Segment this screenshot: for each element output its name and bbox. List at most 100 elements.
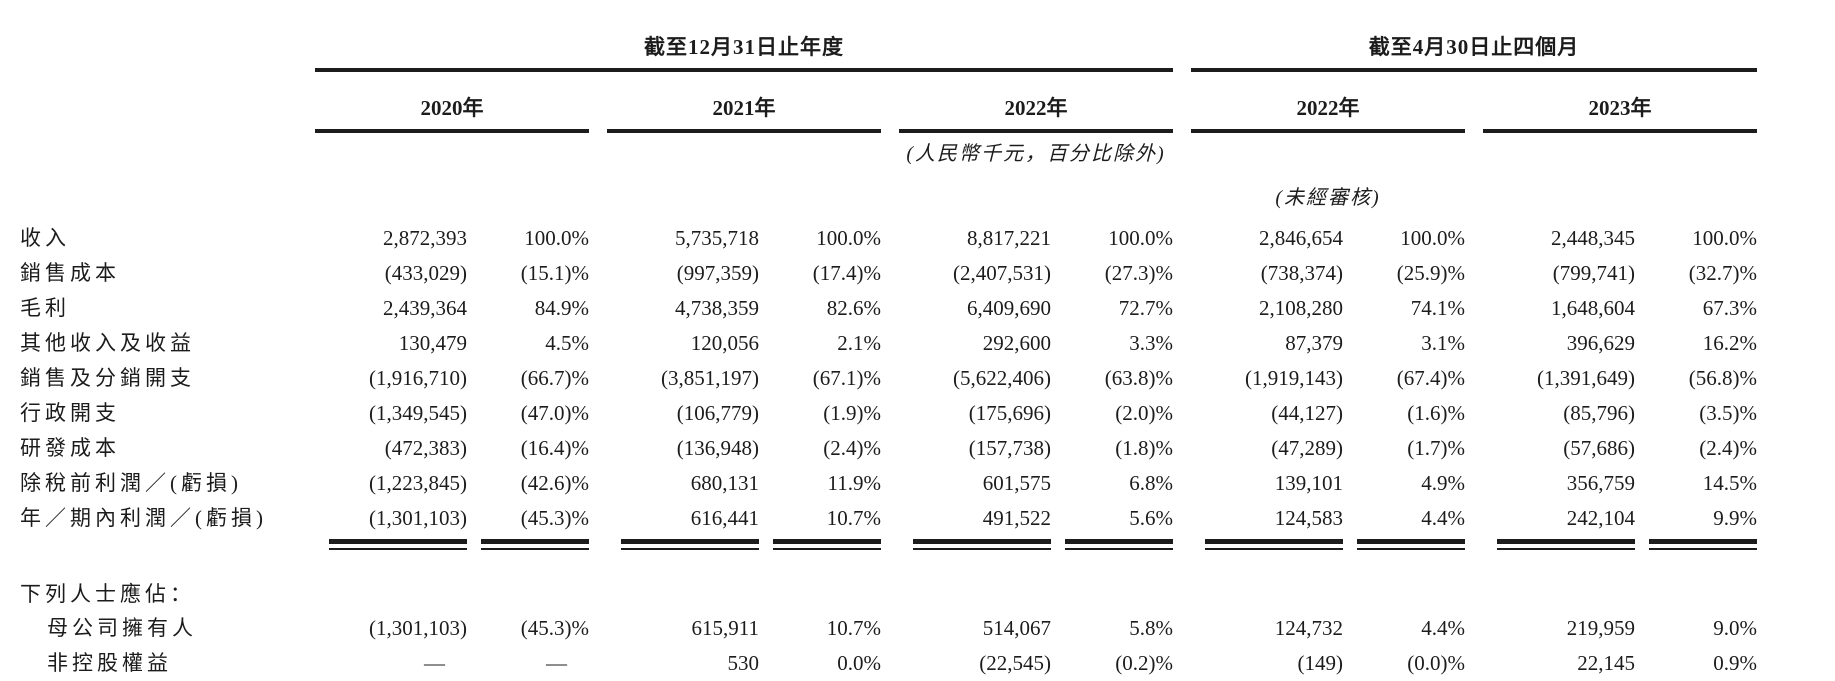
percent-cell-profit-loss-for-the-year-period: 5.6% [1129,506,1173,531]
column-spacer [1465,291,1483,326]
percent-cell-selling-and-distribution-expenses: (66.7)% [520,366,589,391]
row-revenue: 收入 2,872,393 100.0% 5,735,718 100.0% 8,817,22… [20,221,1757,256]
percent-cell-administrative-expenses: (2.0)% [1115,401,1173,426]
empty-cell [20,131,315,175]
percent-cell-selling-and-distribution-expenses: (63.8)% [1104,366,1173,391]
attribution-section-row: 下列人士應佔： [20,577,1757,611]
unaudited-note-row: (未經審核) [20,175,1757,221]
annual-period-group-header: 截至12月31日止年度 [315,6,1173,72]
row-label-profit-loss-before-tax: 除稅前利潤／(虧損) [20,471,242,496]
column-spacer [589,221,607,256]
value-cell-cost-of-sales: (738,374) [1260,261,1343,286]
percent-cell-non-controlling-interests: — [546,651,567,676]
value-cell-selling-and-distribution-expenses: (1,916,710) [369,366,467,391]
percent-cell-selling-and-distribution-expenses: (67.4)% [1396,366,1465,391]
double-rule-cell [1343,536,1465,563]
column-spacer [1173,221,1191,256]
column-spacer [1173,326,1191,361]
percent-cell-revenue: 100.0% [1692,226,1758,251]
column-spacer [1465,256,1483,291]
percent-cell-cost-of-sales: (15.1)% [520,261,589,286]
percent-cell-profit-loss-before-tax: 14.5% [1702,471,1758,496]
year-header-2021: 2021年 [607,70,881,133]
value-cell-rd-costs: (57,686) [1563,436,1635,461]
column-spacer [881,70,899,131]
period-group-header-row: 截至12月31日止年度 截至4月30日止四個月 [20,6,1758,72]
percent-cell-revenue: 100.0% [524,226,589,251]
row-profit-loss-before-tax: 除稅前利潤／(虧損) (1,223,845) (42.6)% 680,131 11.9%… [20,466,1757,501]
empty-cell [20,6,315,70]
column-spacer [1173,291,1191,326]
column-spacer [589,536,607,563]
column-spacer [1465,326,1483,361]
percent-cell-gross-profit: 67.3% [1702,296,1758,321]
value-cell-profit-loss-before-tax: 139,101 [1274,471,1343,496]
empty-cell [20,536,315,563]
value-cell-selling-and-distribution-expenses: (1,391,649) [1537,366,1635,391]
value-cell-other-income-and-gains: 292,600 [982,331,1051,356]
percent-cell-rd-costs: (1.8)% [1115,436,1173,461]
percent-cell-gross-profit: 82.6% [826,296,881,321]
percent-cell-gross-profit: 72.7% [1118,296,1173,321]
currency-unit-note-row: (人民幣千元，百分比除外) [20,131,1757,175]
column-spacer [1173,611,1191,646]
row-selling-and-distribution-expenses: 銷售及分銷開支 (1,916,710) (66.7)% (3,851,197) (67.… [20,361,1757,396]
double-rule [913,539,1051,550]
percent-cell-non-controlling-interests: 0.9% [1713,651,1758,676]
column-spacer [1465,611,1483,646]
column-spacer [1173,396,1191,431]
percent-cell-revenue: 100.0% [816,226,881,251]
percent-cell-cost-of-sales: (25.9)% [1396,261,1465,286]
percent-cell-rd-costs: (1.7)% [1407,436,1465,461]
value-cell-other-income-and-gains: 87,379 [1285,331,1343,356]
value-cell-profit-loss-before-tax: 680,131 [690,471,759,496]
value-cell-revenue: 2,448,345 [1551,226,1635,251]
value-cell-non-controlling-interests: — [424,651,445,676]
double-rule-cell [1191,536,1343,563]
value-cell-profit-loss-for-the-year-period: 124,583 [1274,506,1343,531]
percent-cell-selling-and-distribution-expenses: (56.8)% [1688,366,1758,391]
value-cell-revenue: 2,872,393 [383,226,467,251]
value-cell-cost-of-sales: (799,741) [1552,261,1635,286]
value-cell-rd-costs: (136,948) [676,436,759,461]
percent-cell-profit-loss-before-tax: 11.9% [827,471,881,496]
prospectus-financials-page: 截至12月31日止年度 截至4月30日止四個月 2020年 2021年 2022… [0,6,1835,681]
empty-cell [20,70,315,131]
group-gap-cell [1173,6,1191,70]
empty-cell [20,175,1191,221]
percent-cell-administrative-expenses: (1.9)% [823,401,881,426]
row-label-gross-profit: 毛利 [20,296,70,321]
percent-cell-owners-of-the-parent: 5.8% [1129,616,1173,641]
year-header-2022: 2022年 [899,70,1173,133]
percent-cell-profit-loss-for-the-year-period: 9.9% [1713,506,1758,531]
column-spacer [881,501,899,536]
spacer-row [20,563,1757,577]
column-spacer [1465,646,1483,681]
percent-cell-cost-of-sales: (27.3)% [1104,261,1173,286]
percent-cell-non-controlling-interests: (0.2)% [1115,651,1173,676]
row-label-cost-of-sales: 銷售成本 [20,261,120,286]
column-spacer [881,611,899,646]
percent-cell-non-controlling-interests: 0.0% [837,651,881,676]
unaudited-note: (未經審核) [1275,186,1381,209]
value-cell-administrative-expenses: (106,779) [676,401,759,426]
column-spacer [881,291,899,326]
row-rd-costs: 研發成本 (472,383) (16.4)% (136,948) (2.4)% (157,… [20,431,1757,466]
double-rule-cell [467,536,589,563]
year-header-4m2022: 2022年 [1191,70,1465,133]
column-spacer [1465,396,1483,431]
column-spacer [881,536,899,563]
double-rule-cell [607,536,759,563]
column-spacer [1173,466,1191,501]
row-label-rd-costs: 研發成本 [20,436,120,461]
value-cell-non-controlling-interests: (22,545) [979,651,1051,676]
percent-cell-selling-and-distribution-expenses: (67.1)% [812,366,881,391]
percent-cell-owners-of-the-parent: 4.4% [1421,616,1465,641]
value-cell-administrative-expenses: (44,127) [1271,401,1343,426]
double-rule [1497,539,1635,550]
empty-cell [1465,175,1757,221]
value-cell-owners-of-the-parent: 124,732 [1274,616,1343,641]
year-header-2020: 2020年 [315,70,589,133]
table-header: 截至12月31日止年度 截至4月30日止四個月 2020年 2021年 2022… [20,6,1758,221]
row-non-controlling-interests: 非控股權益 — — 530 0.0% (22,545) (0.2)% (149) (0.0)% 2… [20,646,1757,681]
